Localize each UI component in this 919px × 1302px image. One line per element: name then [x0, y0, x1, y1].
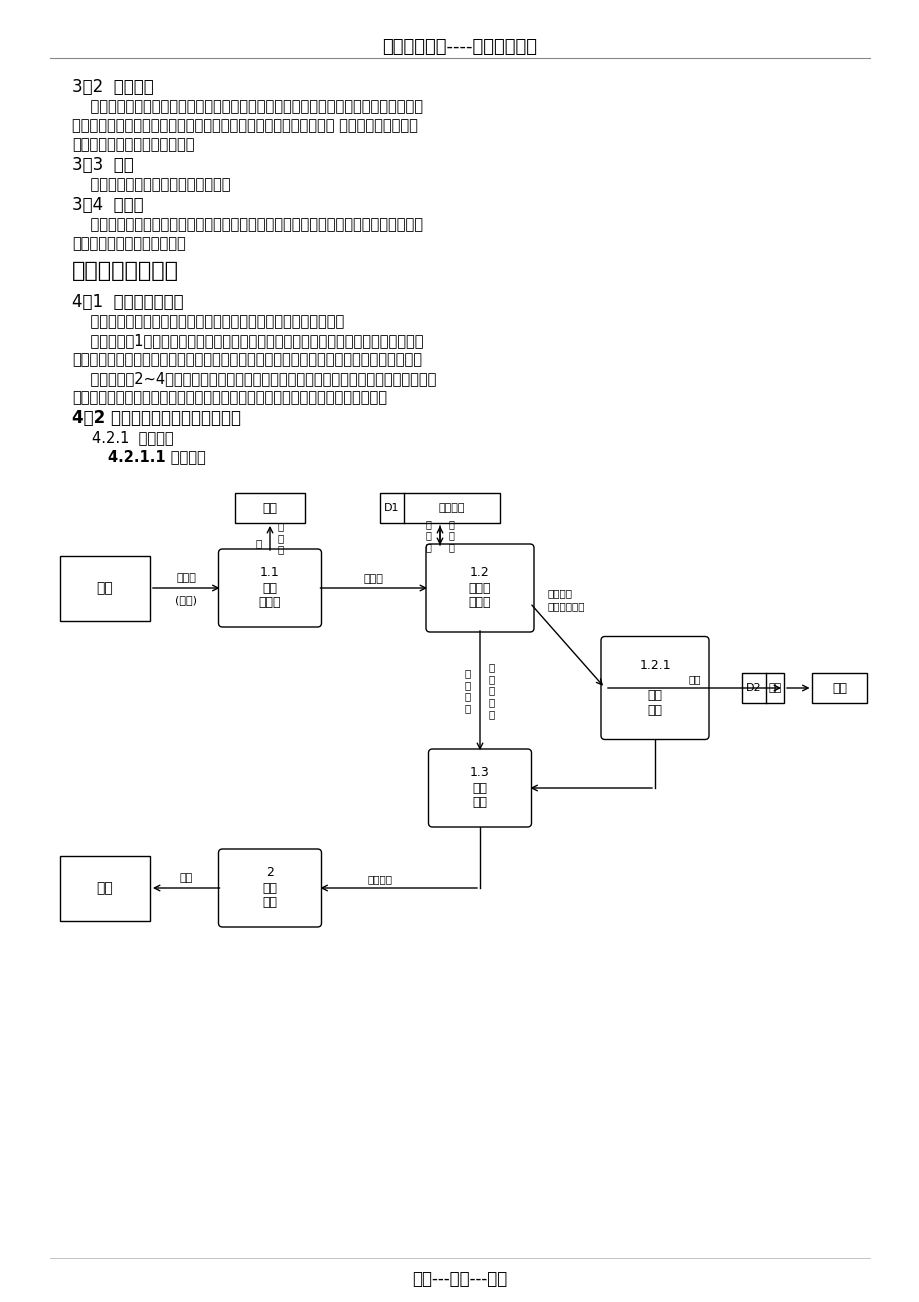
Text: D1: D1 — [384, 503, 400, 513]
Bar — [234, 493, 305, 523]
Bar — [60, 556, 150, 621]
Text: 款
信
息: 款 信 息 — [448, 519, 454, 552]
Text: 密码: 密码 — [832, 681, 846, 694]
Text: 四、建议的新系统: 四、建议的新系统 — [72, 260, 179, 281]
Bar — [380, 493, 499, 523]
Text: 4.2.1.1 存款流图: 4.2.1.1 存款流图 — [108, 449, 206, 464]
Text: 发展带来了严重的制约和压力。: 发展带来了严重的制约和压力。 — [72, 137, 194, 152]
Text: 密码: 密码 — [687, 674, 700, 684]
Text: 3．2  工作负荷: 3．2 工作负荷 — [72, 78, 153, 96]
Bar — [60, 855, 150, 921]
Text: 由于办理手续的繁多和不合理，工作效率非常低，需要大量业务员，通常有储户等待排: 由于办理手续的繁多和不合理，工作效率非常低，需要大量业务员，通常有储户等待排 — [72, 99, 423, 115]
Text: 存
信
息: 存 信 息 — [425, 519, 430, 552]
FancyBboxPatch shape — [219, 549, 321, 628]
Bar — [742, 673, 783, 703]
Text: 1.2.1

设置
密码: 1.2.1 设置 密码 — [639, 659, 670, 717]
Text: 成长龙的现象，这给工作人员增加了非常大的负担和额外的工作负荷 同时也给银行公司的: 成长龙的现象，这给工作人员增加了非常大的负担和额外的工作负荷 同时也给银行公司的 — [72, 118, 417, 133]
Text: 填
出
错: 填 出 错 — [278, 521, 284, 555]
Bar — [811, 673, 867, 703]
Text: 储户: 储户 — [96, 881, 113, 894]
Text: 根据系统目标以及现行系统存在的问题，建议新系统分两步实现；: 根据系统目标以及现行系统存在的问题，建议新系统分两步实现； — [72, 314, 344, 329]
Text: 4．1  对新系统的说明: 4．1 对新系统的说明 — [72, 293, 184, 311]
Text: 第一阶段（1年内）先在一个银行建立一个内部的网络，以实现银行储蓄系统的计算机: 第一阶段（1年内）先在一个银行建立一个内部的网络，以实现银行储蓄系统的计算机 — [72, 333, 423, 348]
Text: 需要设置: 需要设置 — [548, 589, 573, 598]
FancyBboxPatch shape — [219, 849, 321, 927]
Text: 密码: 密码 — [767, 684, 781, 693]
Text: 4．2 新系统的数据流程和处理流程: 4．2 新系统的数据流程和处理流程 — [72, 409, 241, 427]
Text: 当前系统办理业务的流程导致了一个很大的问题：工作效率极其低。因此急需开发一个: 当前系统办理业务的流程导致了一个很大的问题：工作效率极其低。因此急需开发一个 — [72, 217, 423, 232]
Text: 统的信息集成，完成后的系统可以实现在各行间互存取款，且操作方便简单迅速。: 统的信息集成，完成后的系统可以实现在各行间互存取款，且操作方便简单迅速。 — [72, 391, 387, 405]
Text: 1.3
处理
存款: 1.3 处理 存款 — [470, 767, 489, 810]
Text: 1.1
验收
存款单: 1.1 验收 存款单 — [258, 566, 281, 609]
Text: 储户: 储户 — [96, 581, 113, 595]
FancyBboxPatch shape — [425, 544, 533, 631]
Text: 高效的银行计算机储蓄系统。: 高效的银行计算机储蓄系统。 — [72, 236, 186, 251]
Text: 存单: 存单 — [179, 874, 193, 883]
FancyBboxPatch shape — [600, 637, 709, 740]
Text: 表: 表 — [255, 538, 262, 548]
Text: 存款单: 存款单 — [363, 574, 383, 585]
Text: 第二阶段（2~4年）在全国多家银行间建立一个互联的网络系统，实现银行储蓄管理系: 第二阶段（2~4年）在全国多家银行间建立一个互联的网络系统，实现银行储蓄管理系 — [72, 371, 436, 385]
Text: 存款信息: 存款信息 — [438, 503, 465, 513]
Text: 化。能够处理以下工作：本行内的银行卡在各分行可提款；及时办理业务；提高工作效率。: 化。能够处理以下工作：本行内的银行卡在各分行可提款；及时办理业务；提高工作效率。 — [72, 352, 422, 367]
Text: 精选优质文档----倾情为你奉上: 精选优质文档----倾情为你奉上 — [382, 38, 537, 56]
Text: 3．3  人员: 3．3 人员 — [72, 156, 133, 174]
Text: 密码（可选）: 密码（可选） — [548, 602, 584, 611]
Text: 1.2
更新存
款信息: 1.2 更新存 款信息 — [469, 566, 491, 609]
Text: 存
款
信
息: 存 款 信 息 — [464, 668, 471, 713]
Text: 需要大量业务员和额外的工作人员。: 需要大量业务员和额外的工作人员。 — [72, 177, 231, 191]
Text: 3．4  局限性: 3．4 局限性 — [72, 197, 143, 214]
Text: 4.2.1  数据流图: 4.2.1 数据流图 — [92, 430, 174, 445]
Text: D2: D2 — [745, 684, 761, 693]
FancyBboxPatch shape — [428, 749, 531, 827]
Text: 存款单: 存款单 — [176, 573, 196, 583]
Text: 专心---专注---专业: 专心---专注---专业 — [412, 1269, 507, 1288]
Text: 2
打印
存单: 2 打印 存单 — [262, 867, 278, 910]
Text: 重填: 重填 — [262, 501, 278, 514]
Text: 存款信息: 存款信息 — [367, 874, 392, 884]
Text: (存折): (存折) — [175, 595, 197, 605]
Text: 不
需
要
密
码: 不 需 要 密 码 — [489, 663, 494, 719]
